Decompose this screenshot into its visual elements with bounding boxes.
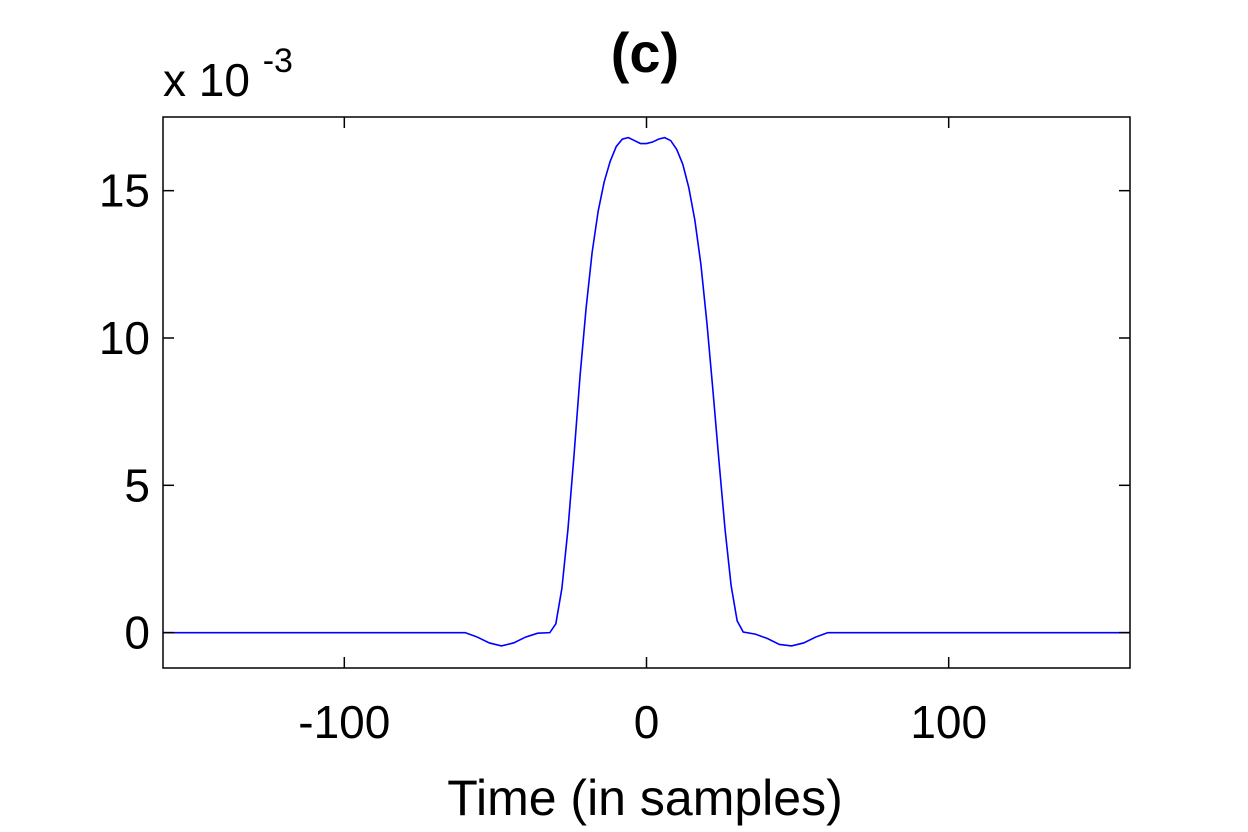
chart-title: (c) [611, 21, 679, 84]
y-exponent-power: -3 [263, 42, 293, 80]
data-series-line-1 [163, 136, 1130, 647]
plot-frame [162, 116, 1131, 669]
x-tick-label: 100 [910, 696, 987, 748]
y-exponent-label: x 10 -3 [163, 42, 293, 106]
axis-ticks: -100 0 100 0 5 10 15 [99, 117, 1130, 748]
x-tick-label: -100 [298, 696, 390, 748]
y-tick-label: 15 [99, 165, 150, 217]
y-tick-label: 10 [99, 312, 150, 364]
plot-area [162, 116, 1131, 669]
x-tick-label: 0 [634, 696, 660, 748]
y-tick-label: 0 [124, 607, 150, 659]
y-exponent-base: x 10 [163, 54, 250, 106]
x-axis-label: Time (in samples) [447, 770, 842, 826]
y-tick-label: 5 [124, 459, 150, 511]
